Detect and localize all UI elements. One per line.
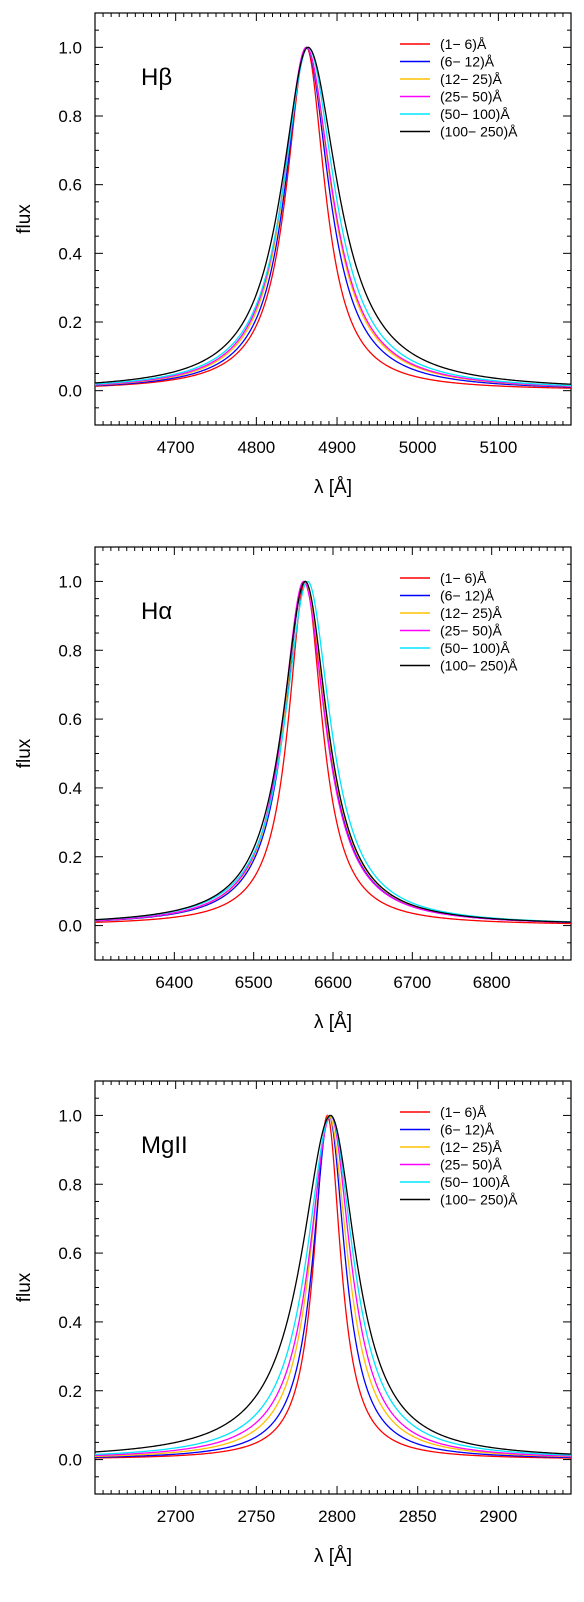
series-line-6 — [95, 46, 571, 385]
panel-label: Hβ — [141, 64, 172, 91]
series-group — [95, 46, 571, 389]
legend-label: (25− 50)Å — [440, 623, 503, 639]
legend-label: (50− 100)Å — [440, 640, 510, 656]
legend-label: (100− 250)Å — [440, 1192, 518, 1208]
chart-panel-2: 6400 6500 6600 6700 6800 0.0 0.2 0.4 0.6 0.8 1.0 λ … — [14, 546, 572, 1033]
x-tick-label: 6700 — [393, 973, 431, 992]
panel-label: Hα — [141, 598, 172, 625]
x-tick-label: 4700 — [157, 438, 195, 457]
y-axis-title: flux — [14, 1272, 35, 1302]
legend: (1− 6)Å (6− 12)Å(12− 25)Å (25− 50)Å(50− 10… — [400, 1104, 518, 1208]
legend-label: (12− 25)Å — [440, 1139, 503, 1155]
y-axis-title: flux — [14, 204, 35, 234]
x-tick-label: 2850 — [399, 1507, 437, 1526]
legend-label: (1− 6)Å — [440, 36, 487, 52]
y-tick-label: 0.0 — [58, 917, 82, 936]
series-line-1 — [95, 1114, 571, 1459]
series-line-1 — [95, 580, 571, 925]
series-line-3 — [95, 1114, 571, 1458]
series-group — [95, 1114, 571, 1459]
y-tick-label: 0.6 — [58, 1244, 82, 1263]
series-line-6 — [95, 580, 571, 923]
series-line-4 — [95, 46, 571, 387]
legend-label: (50− 100)Å — [440, 106, 510, 122]
x-axis-title: λ [Å] — [314, 477, 352, 498]
y-axis-title: flux — [14, 738, 35, 768]
legend-label: (100− 250)Å — [440, 124, 518, 140]
series-line-1 — [95, 46, 571, 389]
y-tick-label: 0.4 — [58, 244, 82, 263]
y-tick-label: 0.2 — [58, 1382, 82, 1401]
series-line-2 — [95, 46, 571, 388]
y-tick-label: 0.6 — [58, 176, 82, 195]
y-tick-label: 0.4 — [58, 1313, 82, 1332]
legend-label: (12− 25)Å — [440, 71, 503, 87]
y-tick-label: 0.8 — [58, 1175, 82, 1194]
y-tick-label: 1.0 — [58, 1106, 82, 1125]
y-tick-label: 0.6 — [58, 710, 82, 729]
panel-label: MgII — [141, 1132, 188, 1159]
legend-label: (12− 25)Å — [440, 605, 503, 621]
legend-label: (6− 12)Å — [440, 588, 495, 604]
series-group — [95, 580, 571, 925]
x-tick-label: 6400 — [155, 973, 193, 992]
y-tick-label: 0.8 — [58, 641, 82, 660]
legend-label: (6− 12)Å — [440, 54, 495, 70]
y-tick-label: 1.0 — [58, 572, 82, 591]
legend: (1− 6)Å (6− 12)Å(12− 25)Å (25− 50)Å(50− 10… — [400, 570, 518, 674]
series-line-6 — [95, 1114, 571, 1455]
legend-label: (25− 50)Å — [440, 89, 503, 105]
x-tick-label: 2750 — [237, 1507, 275, 1526]
x-tick-label: 2800 — [318, 1507, 356, 1526]
y-tick-label: 0.0 — [58, 382, 82, 401]
legend-label: (1− 6)Å — [440, 570, 487, 586]
chart-panel-1: 4700 4800 4900 5000 5100 0.0 0.2 0.4 0.6 0.8 1.0 λ … — [14, 12, 572, 498]
x-tick-label: 5100 — [479, 438, 517, 457]
y-tick-label: 0.2 — [58, 313, 82, 332]
y-tick-label: 0.2 — [58, 848, 82, 867]
y-tick-label: 0.0 — [58, 1451, 82, 1470]
x-axis-title: λ [Å] — [314, 1012, 352, 1033]
x-tick-label: 6800 — [473, 973, 511, 992]
series-line-5 — [95, 46, 571, 387]
legend-label: (1− 6)Å — [440, 1104, 487, 1120]
legend: (1− 6)Å (6− 12)Å(12− 25)Å (25− 50)Å(50− 10… — [400, 36, 518, 140]
x-tick-label: 6600 — [314, 973, 352, 992]
y-tick-label: 0.4 — [58, 779, 82, 798]
x-tick-label: 6500 — [235, 973, 273, 992]
x-axis-title: λ [Å] — [314, 1546, 352, 1567]
legend-label: (25− 50)Å — [440, 1157, 503, 1173]
legend-label: (100− 250)Å — [440, 658, 518, 674]
x-tick-label: 4800 — [237, 438, 275, 457]
legend-label: (50− 100)Å — [440, 1174, 510, 1190]
y-tick-label: 1.0 — [58, 38, 82, 57]
x-tick-label: 4900 — [318, 438, 356, 457]
y-tick-label: 0.8 — [58, 107, 82, 126]
x-tick-label: 2700 — [157, 1507, 195, 1526]
x-tick-label: 2900 — [479, 1507, 517, 1526]
chart-panel-3: 2700 2750 2800 2850 2900 0.0 0.2 0.4 0.6 0.8 1.0 λ … — [14, 1080, 572, 1567]
legend-label: (6− 12)Å — [440, 1122, 495, 1138]
x-tick-label: 5000 — [399, 438, 437, 457]
